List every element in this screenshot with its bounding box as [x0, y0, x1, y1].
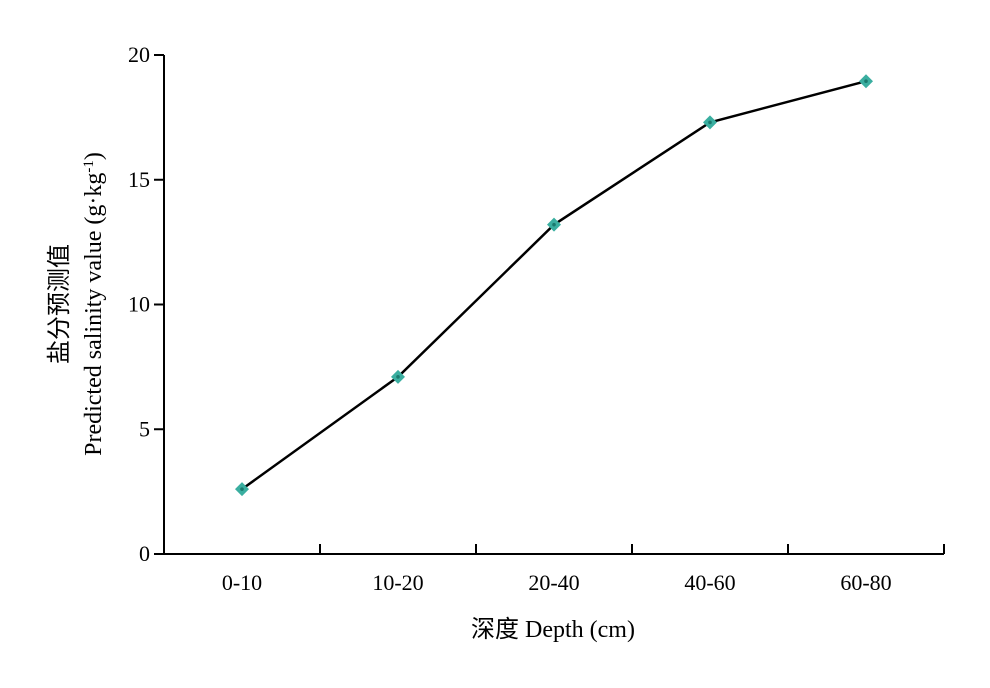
axes	[163, 55, 944, 555]
y-tick-label: 5	[139, 416, 150, 441]
data-point-center	[708, 120, 712, 125]
x-axis-title: 深度 Depth (cm)	[471, 616, 635, 643]
y-tick-label: 0	[139, 541, 150, 566]
data-point-center	[864, 79, 868, 83]
series	[235, 74, 873, 497]
x-tick-label: 0-10	[222, 570, 262, 595]
y-tick-label: 10	[128, 292, 150, 317]
x-tick-label: 20-40	[528, 570, 579, 595]
x-tick-label: 10-20	[372, 570, 423, 595]
x-tick-label: 40-60	[684, 570, 735, 595]
ticks: 0 5 10 15 20 0-10 10-20 20-40 40-60 60-80	[128, 42, 945, 595]
data-point-center	[552, 222, 556, 227]
y-axis-title-en: Predicted salinity value (g·kg-1)	[81, 152, 107, 456]
data-point-center	[396, 375, 400, 379]
series-line	[241, 79, 867, 491]
y-axis-title-cn: 盐分预测值	[46, 244, 73, 364]
y-tick-label: 15	[128, 167, 150, 192]
y-tick-label: 20	[128, 42, 150, 67]
x-tick-label: 60-80	[840, 570, 891, 595]
data-point-center	[240, 487, 244, 491]
